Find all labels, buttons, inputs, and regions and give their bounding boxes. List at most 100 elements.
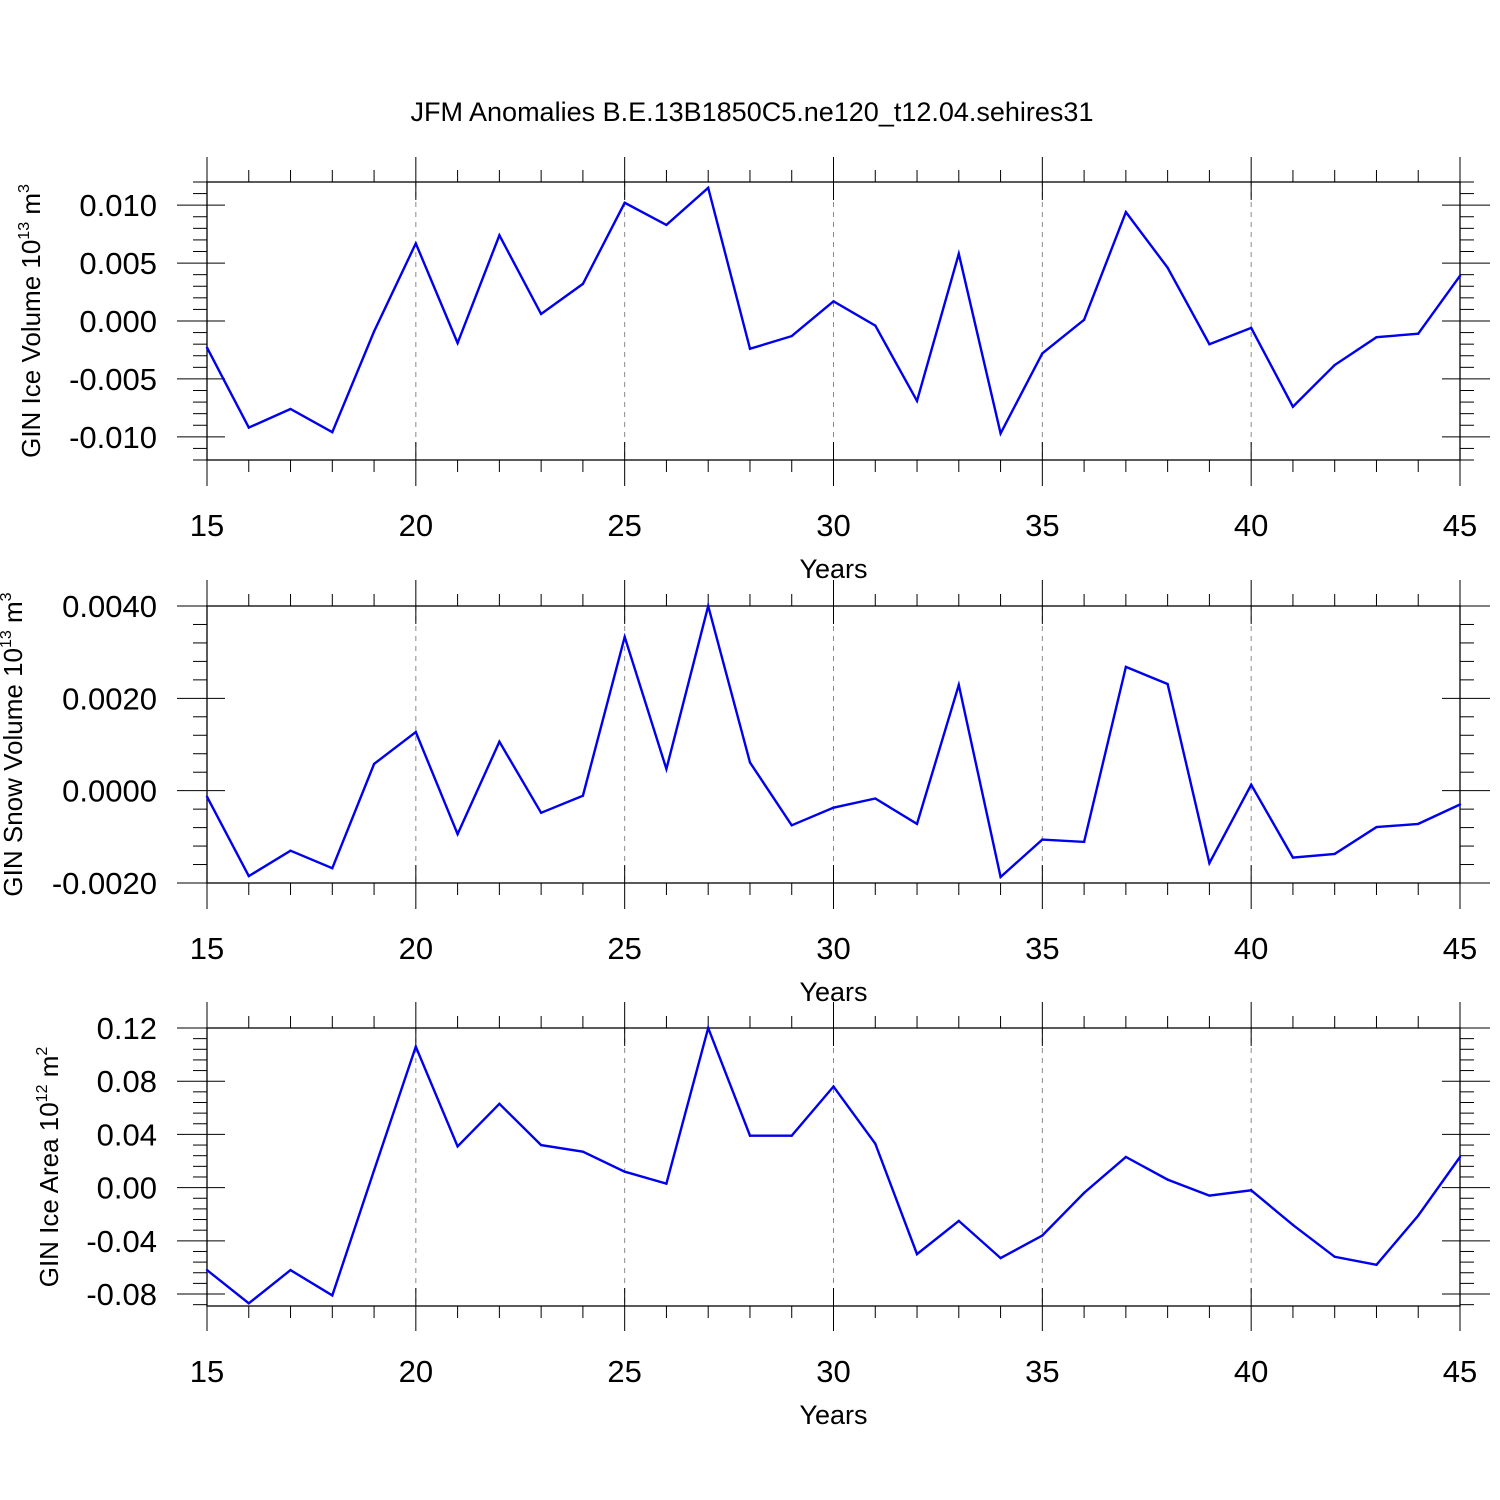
x-tick-label: 15 xyxy=(190,508,224,543)
data-point xyxy=(289,407,292,411)
data-point xyxy=(331,431,334,434)
data-point xyxy=(790,334,793,338)
y-axis-label-exponent: 12 xyxy=(34,1084,51,1102)
data-point xyxy=(498,1102,501,1106)
data-point xyxy=(1291,1223,1295,1227)
data-point xyxy=(1208,342,1211,346)
figure-title: JFM Anomalies B.E.13B1850C5.ne120_t12.04… xyxy=(411,97,1094,127)
data-point xyxy=(581,794,585,797)
data-point xyxy=(1082,840,1086,844)
data-point xyxy=(1041,838,1044,841)
data-point xyxy=(1041,1234,1044,1237)
y-tick-label: -0.0020 xyxy=(52,866,157,901)
x-axis-label: Years xyxy=(799,554,867,584)
data-point xyxy=(1333,1255,1336,1258)
y-tick-label: 0.010 xyxy=(79,188,157,223)
x-tick-label: 20 xyxy=(399,931,433,966)
data-point xyxy=(1458,1155,1462,1159)
x-tick-label: 20 xyxy=(399,508,433,543)
y-tick-label: 0.00 xyxy=(97,1171,157,1206)
y-axis-label-unit: m xyxy=(0,601,28,630)
data-point xyxy=(1082,318,1086,322)
data-point xyxy=(1124,665,1128,669)
data-point xyxy=(581,1150,585,1153)
data-point xyxy=(456,832,459,836)
data-point xyxy=(999,875,1002,879)
data-point xyxy=(456,341,459,345)
y-tick-label: 0.000 xyxy=(79,304,157,339)
panel-1: 15 20 25 30 35 40 45 Years -0.010 -0.005 0.000 0.00… xyxy=(16,157,1490,584)
data-point xyxy=(915,399,919,403)
data-point xyxy=(498,234,501,237)
y-axis-label: GIN Snow Volume 1013 m3 xyxy=(0,592,28,896)
data-point xyxy=(790,824,793,827)
y-tick-label: 0.005 xyxy=(79,246,157,281)
data-point xyxy=(915,1252,919,1256)
data-point xyxy=(999,1256,1002,1260)
data-point xyxy=(414,242,418,245)
data-point xyxy=(1249,783,1253,786)
data-point xyxy=(957,1219,960,1223)
y-axis-label: GIN Ice Area 1012 m2 xyxy=(34,1047,64,1288)
data-point xyxy=(832,1085,835,1088)
data-point xyxy=(414,1045,418,1048)
x-tick-label: 30 xyxy=(816,1354,850,1389)
x-tick-label: 30 xyxy=(816,931,850,966)
y-axis-label-text: GIN Snow Volume 10 xyxy=(0,648,28,897)
data-point xyxy=(205,346,209,349)
data-point xyxy=(1082,1191,1086,1195)
data-point xyxy=(832,806,835,809)
data-point xyxy=(623,201,626,205)
y-tick-label: 0.12 xyxy=(97,1011,157,1046)
data-point xyxy=(331,867,334,870)
data-point xyxy=(707,186,710,189)
data-point xyxy=(581,282,585,286)
y-tick-label: -0.010 xyxy=(69,420,157,455)
x-tick-label: 20 xyxy=(399,1354,433,1389)
data-point xyxy=(456,1145,459,1148)
data-point xyxy=(247,874,250,878)
y-axis-label-unit: m xyxy=(34,1056,64,1085)
y-tick-label: -0.005 xyxy=(69,362,157,397)
data-point xyxy=(957,683,960,687)
data-point xyxy=(874,324,877,327)
data-point xyxy=(414,730,418,734)
data-point xyxy=(539,811,543,815)
x-tick-label: 45 xyxy=(1443,931,1477,966)
data-point xyxy=(1417,822,1420,826)
data-point xyxy=(289,849,292,852)
x-tick-label: 35 xyxy=(1025,508,1059,543)
data-point xyxy=(1458,803,1462,806)
data-point xyxy=(874,797,877,800)
data-point xyxy=(1291,405,1295,408)
x-tick-label: 40 xyxy=(1234,1354,1268,1389)
x-tick-label: 25 xyxy=(607,1354,641,1389)
data-point xyxy=(1417,1214,1420,1217)
data-point xyxy=(1166,682,1169,686)
y-tick-label: 0.0000 xyxy=(62,774,157,809)
y-axis-label-unit: m xyxy=(16,193,46,222)
data-point xyxy=(247,1302,250,1305)
y-tick-label: 0.04 xyxy=(97,1117,157,1152)
data-point xyxy=(539,1143,543,1147)
data-point xyxy=(623,1170,626,1173)
x-tick-label: 15 xyxy=(190,1354,224,1389)
data-point xyxy=(1208,861,1211,865)
data-point xyxy=(707,604,710,608)
data-point xyxy=(372,1169,376,1172)
y-tick-label: 0.0040 xyxy=(62,589,157,624)
data-point xyxy=(205,1268,209,1272)
data-point xyxy=(748,1134,752,1137)
data-point xyxy=(1375,336,1378,339)
data-point xyxy=(247,426,250,429)
panel-3: 15 20 25 30 35 40 45 Years -0.08 -0.04 0.00 0.04 0.0… xyxy=(34,1002,1490,1430)
data-point xyxy=(1249,326,1253,330)
data-point xyxy=(957,252,960,256)
data-point xyxy=(1249,1189,1253,1192)
y-tick-label: -0.08 xyxy=(86,1277,157,1312)
data-point xyxy=(1375,1263,1378,1266)
y-tick-label: 0.0020 xyxy=(62,681,157,716)
data-point xyxy=(1458,274,1462,278)
y-axis-label-unit-exponent: 2 xyxy=(34,1047,51,1056)
